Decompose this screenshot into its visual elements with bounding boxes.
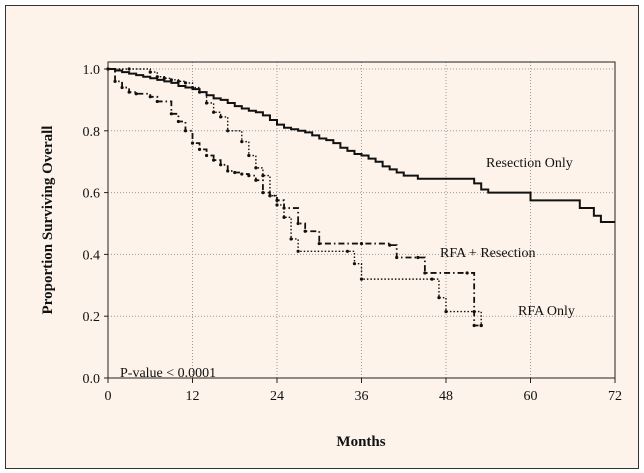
censor-point bbox=[219, 163, 223, 167]
censor-point bbox=[190, 141, 195, 145]
x-tick-label: 72 bbox=[608, 389, 622, 404]
censor-point bbox=[183, 81, 188, 85]
censor-point bbox=[296, 249, 300, 253]
pvalue-label: P-value < 0.0001 bbox=[120, 366, 216, 381]
censor-point bbox=[176, 119, 181, 124]
censor-point bbox=[204, 101, 209, 105]
series-line-dashdot bbox=[108, 68, 482, 327]
censor-point bbox=[219, 115, 223, 119]
censor-point bbox=[437, 296, 441, 300]
series-line-dotted bbox=[108, 68, 482, 326]
censor-point bbox=[472, 323, 476, 328]
series-layer bbox=[106, 67, 615, 328]
censor-point bbox=[226, 129, 230, 133]
censor-point bbox=[430, 277, 434, 281]
censor-point bbox=[479, 323, 483, 328]
censor-point bbox=[183, 129, 188, 133]
y-tick-label: 0.8 bbox=[83, 125, 101, 140]
grid-lines bbox=[108, 62, 615, 379]
y-tick-label: 1.0 bbox=[83, 63, 101, 78]
x-tick-label: 60 bbox=[524, 389, 538, 404]
x-tick-label: 36 bbox=[355, 389, 369, 404]
series-label-rfa-only: RFA Only bbox=[518, 304, 575, 319]
censor-point bbox=[388, 243, 392, 247]
censor-point bbox=[155, 75, 159, 79]
y-tick-label: 0.4 bbox=[83, 248, 101, 263]
censor-point bbox=[275, 203, 279, 207]
censor-point bbox=[423, 271, 427, 275]
y-ticks: 0.0 0.2 0.4 0.6 0.8 1.0 bbox=[83, 63, 108, 387]
censor-point bbox=[190, 85, 195, 90]
censor-point bbox=[120, 85, 124, 90]
censor-point bbox=[148, 95, 152, 99]
y-tick-label: 0.6 bbox=[83, 187, 101, 202]
series-label-resection: Resection Only bbox=[486, 156, 573, 171]
censor-point bbox=[303, 229, 307, 233]
plot-area-border bbox=[107, 61, 616, 379]
censor-point bbox=[247, 153, 251, 158]
censor-point bbox=[127, 90, 131, 94]
x-tick-label: 0 bbox=[105, 389, 112, 404]
censor-point bbox=[127, 67, 131, 71]
censor-point bbox=[416, 255, 420, 260]
x-ticks: 0 12 24 36 48 60 72 bbox=[105, 378, 622, 404]
y-tick-label: 0.0 bbox=[83, 372, 101, 387]
censor-point bbox=[268, 194, 272, 198]
y-tick-label: 0.2 bbox=[83, 310, 101, 325]
censor-point bbox=[359, 277, 364, 281]
censor-point bbox=[240, 140, 244, 144]
censor-point bbox=[359, 241, 364, 246]
censor-point bbox=[197, 90, 202, 94]
series-line-solid bbox=[108, 68, 615, 223]
censor-point bbox=[162, 76, 166, 80]
x-tick-label: 48 bbox=[439, 389, 453, 404]
censor-point bbox=[148, 70, 152, 74]
censor-point bbox=[155, 99, 159, 104]
censor-point bbox=[240, 172, 244, 176]
censor-point bbox=[169, 78, 173, 82]
censor-point bbox=[254, 166, 258, 170]
censor-point bbox=[197, 147, 202, 151]
censor-point bbox=[352, 262, 357, 266]
x-tick-label: 24 bbox=[270, 389, 284, 404]
censor-point bbox=[289, 237, 293, 241]
censor-point bbox=[261, 174, 265, 178]
censor-point bbox=[226, 169, 230, 173]
censor-point bbox=[465, 271, 469, 275]
censor-point bbox=[254, 178, 258, 182]
censor-point bbox=[472, 309, 476, 314]
x-axis-title: Months bbox=[336, 434, 385, 450]
censor-point bbox=[212, 158, 216, 162]
censor-point bbox=[176, 79, 181, 83]
x-tick-label: 12 bbox=[186, 389, 200, 404]
censor-point bbox=[106, 67, 110, 71]
censor-point bbox=[169, 112, 173, 116]
censor-point bbox=[444, 309, 448, 314]
censor-point bbox=[247, 174, 251, 178]
censor-point bbox=[233, 170, 237, 175]
censor-point bbox=[296, 221, 300, 226]
censor-point bbox=[134, 92, 138, 96]
censor-point bbox=[212, 110, 216, 114]
censor-point bbox=[395, 255, 399, 260]
censor-point bbox=[261, 191, 265, 195]
censor-point bbox=[113, 79, 117, 83]
censor-point bbox=[282, 215, 286, 219]
chart-frame bbox=[5, 5, 639, 469]
y-axis-title: Proportion Surviving Overall bbox=[40, 126, 56, 315]
censor-point bbox=[204, 153, 209, 158]
series-label-rfa-resection: RFA + Resection bbox=[440, 246, 536, 261]
censor-point bbox=[275, 198, 279, 202]
censor-point bbox=[317, 241, 321, 246]
censor-point bbox=[345, 249, 350, 253]
